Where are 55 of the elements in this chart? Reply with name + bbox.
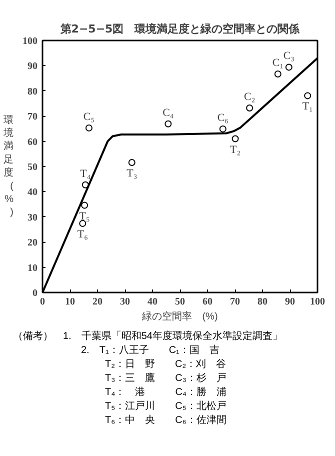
y-tick-label: 10 (28, 262, 38, 274)
y-tick-label: 50 (28, 162, 38, 173)
y-tick-label: 60 (28, 136, 38, 148)
y-tick-label: 20 (28, 238, 38, 249)
chart-title: 第2−5−5図 環境満足度と緑の空間率との関係 (59, 22, 301, 36)
point (304, 92, 312, 100)
y-tick-label: 70 (28, 112, 38, 123)
x-tick-label: 100 (310, 296, 325, 308)
point (82, 181, 89, 188)
point (164, 120, 172, 128)
point (246, 104, 254, 112)
text: 2. T₁：八王子 C₁：国 吉 (80, 344, 220, 358)
text: T₃：三 鷹 C₃：杉 戸 (104, 372, 228, 386)
annotation: T₄ (80, 168, 91, 180)
point (81, 202, 88, 209)
text: T₂：日 野 C₂：刈 谷 (104, 358, 228, 372)
annotation: C₁ (272, 57, 284, 70)
annotation: C₂ (244, 91, 256, 104)
text: T₅：江戸川 C₅：北松戸 (104, 400, 228, 414)
point (85, 124, 92, 132)
point (285, 64, 292, 71)
x-tick-label: 60 (202, 296, 212, 308)
x-tick-label: 70 (230, 296, 240, 308)
text: （備考） 1. 千葉県「昭和54年度環境保全水準設定調査」 (13, 330, 282, 344)
x-tick-label: 40 (148, 296, 158, 308)
x-tick-label: 50 (175, 296, 185, 308)
point (128, 158, 136, 166)
point (274, 70, 282, 78)
annotation: T₂ (230, 144, 241, 156)
annotation: T₃ (126, 167, 138, 180)
annotation: C₅ (83, 110, 95, 123)
y-axis-title: 環境満足度(%) (2, 114, 14, 218)
y-tick-label: 0 (32, 288, 38, 299)
text: T₆：中 央 C₆：佐津間 (104, 414, 228, 428)
annotation: C₃ (283, 50, 295, 62)
x-tick-label: 80 (258, 296, 268, 308)
x-tick-label: 90 (285, 296, 295, 308)
y-tick-label: 90 (28, 61, 38, 72)
x-axis-title: 緑の空間率 (%) (141, 310, 218, 322)
annotation: T₆ (77, 228, 88, 240)
x-tick-label: 30 (120, 296, 130, 308)
x-tick-label: 20 (92, 296, 102, 308)
annotation: T₁ (302, 100, 314, 113)
y-tick-label: 100 (22, 36, 38, 47)
point (232, 135, 239, 142)
annotation: T₅ (79, 210, 90, 222)
x-tick-label: 0 (40, 296, 45, 308)
y-tick-label: 40 (28, 187, 38, 198)
point (219, 125, 226, 132)
annotation: C₄ (162, 106, 174, 119)
x-tick-label: 10 (65, 296, 75, 308)
annotation: C₆ (217, 112, 229, 124)
y-tick-label: 30 (28, 212, 38, 224)
text: T₄： 港 C₄：勝 浦 (104, 386, 228, 400)
y-tick-label: 80 (28, 86, 38, 98)
